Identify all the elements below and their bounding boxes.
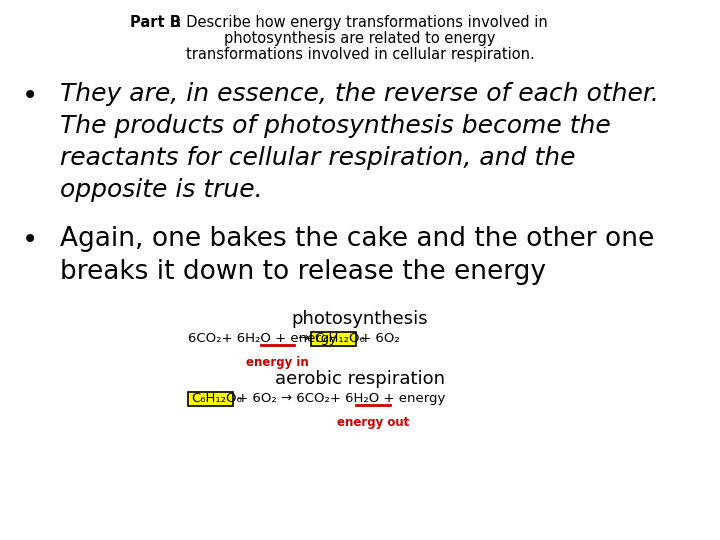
Text: aerobic respiration: aerobic respiration	[275, 370, 445, 388]
Bar	[188, 392, 233, 406]
Text: Part B: Part B	[130, 15, 181, 30]
Text: The products of photosynthesis become the: The products of photosynthesis become th…	[60, 114, 611, 138]
Text: : Describe how energy transformations involved in: : Describe how energy transformations in…	[172, 15, 548, 30]
Bar	[311, 332, 356, 346]
Text: They are, in essence, the reverse of each other.: They are, in essence, the reverse of eac…	[60, 82, 659, 106]
Text: •: •	[22, 226, 38, 254]
Text: C₆H₁₂O₆: C₆H₁₂O₆	[314, 332, 365, 345]
Text: opposite is true.: opposite is true.	[60, 178, 263, 202]
Text: + 6O₂ → 6CO₂+ 6H₂O + energy: + 6O₂ → 6CO₂+ 6H₂O + energy	[233, 392, 446, 405]
Text: Again, one bakes the cake and the other one: Again, one bakes the cake and the other …	[60, 226, 654, 252]
Text: →: →	[294, 332, 314, 345]
Text: photosynthesis are related to energy: photosynthesis are related to energy	[224, 31, 496, 46]
Text: •: •	[22, 82, 38, 110]
Text: reactants for cellular respiration, and the: reactants for cellular respiration, and …	[60, 146, 575, 170]
Text: + 6O₂: + 6O₂	[356, 332, 400, 345]
Text: energy out: energy out	[337, 416, 410, 429]
Text: photosynthesis: photosynthesis	[292, 310, 428, 328]
Text: C₆H₁₂O₆: C₆H₁₂O₆	[191, 392, 242, 405]
Text: 6CO₂+ 6H₂O + energy: 6CO₂+ 6H₂O + energy	[188, 332, 337, 345]
Text: transformations involved in cellular respiration.: transformations involved in cellular res…	[186, 47, 534, 62]
Text: energy in: energy in	[246, 356, 309, 369]
Text: breaks it down to release the energy: breaks it down to release the energy	[60, 259, 546, 285]
